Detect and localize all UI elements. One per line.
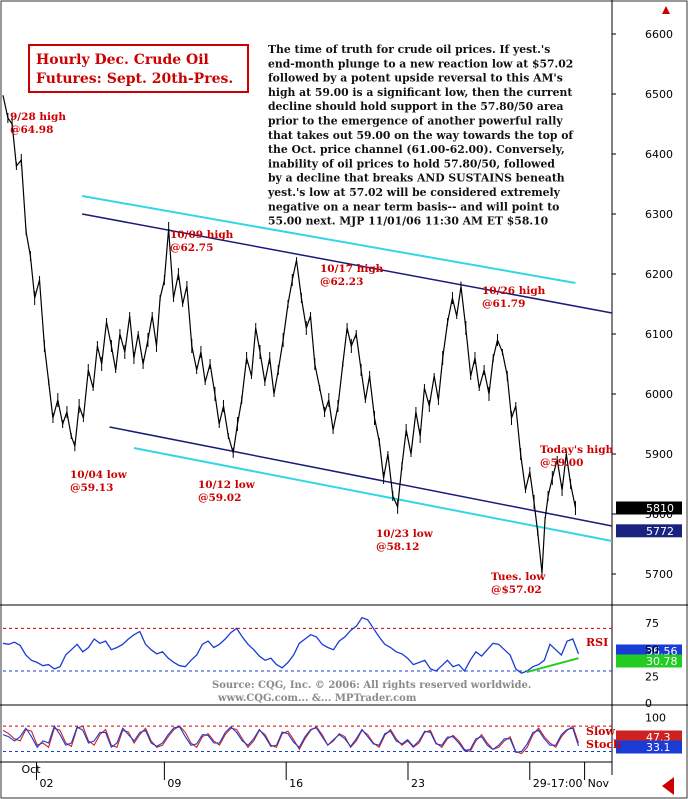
xtick-label: 16 (289, 777, 303, 790)
price-axis: 5700580059006000610062006300640065006600 (612, 28, 673, 581)
price-series (2, 95, 577, 579)
stoch-label-2: Stoch (586, 738, 621, 751)
commentary-line: yest.'s low at 57.02 will be considered … (267, 186, 561, 199)
commentary-line: decline should hold support in the 57.80… (268, 100, 563, 113)
annotation-value: @61.79 (482, 298, 525, 310)
channel-badge-bg (616, 524, 682, 538)
annotation-label: 10/26 high (482, 285, 546, 297)
rsi-panel: 0 25 50 75 RSI (2, 616, 659, 710)
source-url: www.CQG.com... &... MPTrader.com (217, 693, 417, 704)
commentary-line: 55.00 next. MJP 11/01/06 11:30 AM ET $58… (268, 215, 548, 228)
price-ytick-label: 6500 (645, 88, 673, 101)
rsi-trendline (526, 657, 579, 674)
rsi-badge-2: 30.78 (646, 655, 678, 668)
annotation-label: 10/17 high (320, 263, 384, 275)
price-ytick-label: 6300 (645, 208, 673, 221)
title-box (28, 44, 249, 93)
stoch-badge-2: 33.1 (646, 741, 671, 754)
commentary-line: end-month plunge to a new reaction low a… (268, 57, 573, 70)
annotation-label: 9/28 high (10, 111, 66, 123)
channel-badge: 5772 (646, 525, 674, 538)
xtick-label: 02 (39, 777, 53, 790)
price-line (2, 95, 577, 573)
commentary-line: followed by a potent upside reversal to … (268, 72, 563, 85)
commentary-line: high at 59.00 is a significant low, then… (268, 86, 572, 99)
annotation-value: @64.98 (10, 124, 53, 136)
annotation-label: 10/04 low (70, 469, 128, 481)
annotation-value: @62.75 (170, 242, 213, 254)
rsi-ytick-label: 25 (645, 670, 659, 683)
price-ytick-label: 6200 (645, 268, 673, 281)
stoch-ytick-label: 100 (645, 712, 666, 725)
commentary-line: the Oct. price channel (61.00-62.00). Co… (268, 143, 565, 156)
commentary-line: The time of truth for crude oil prices. … (268, 43, 550, 56)
price-badge: 5810 (646, 502, 674, 515)
commentary-line: that takes out 59.00 on the way towards … (268, 129, 574, 142)
price-ytick-label: 6100 (645, 328, 673, 341)
xtick-label: Nov (588, 777, 610, 790)
commentary-line: by a decline that breaks AND SUSTAINS be… (268, 172, 565, 185)
commentary-line: negative on a near term basis-- and will… (268, 200, 559, 213)
commentary-line: prior to the emergence of another powerf… (268, 115, 563, 128)
annotation-value: @59.00 (540, 457, 583, 469)
xtick-label: 29-17:00 (533, 777, 583, 790)
annotation-value: @$57.02 (491, 584, 542, 596)
rsi-ytick-label: 50 (645, 644, 659, 657)
rsi-label: RSI (586, 636, 608, 649)
annotation-value: @59.13 (70, 482, 113, 494)
xtick-label: 23 (411, 777, 425, 790)
stoch-badge-2-bg (616, 740, 682, 754)
annotation-label: 10/09 high (170, 229, 234, 241)
price-channel (81, 195, 613, 542)
price-ytick-label: 6000 (645, 388, 673, 401)
scroll-left-icon[interactable] (662, 777, 674, 795)
annotation-value: @62.23 (320, 276, 363, 288)
xtick-label: 09 (167, 777, 181, 790)
commentary-text: The time of truth for crude oil prices. … (267, 43, 574, 228)
stoch-line-slow (2, 725, 580, 755)
month-label: Oct (21, 763, 41, 776)
scroll-up-icon[interactable] (660, 2, 672, 16)
annotation-label: 10/23 low (376, 528, 434, 540)
rsi-ytick-label: 0 (645, 697, 652, 710)
channel-upper-dark (82, 213, 613, 314)
annotation-value: @59.02 (198, 492, 241, 504)
rsi-badge-2-bg (616, 654, 682, 668)
channel-lower-light (133, 447, 613, 542)
rsi-ytick-label: 75 (645, 617, 659, 630)
channel-upper-light (81, 195, 576, 284)
title-line-2: Futures: Sept. 20th-Pres. (36, 71, 233, 87)
price-ytick-label: 6400 (645, 148, 673, 161)
time-axis: 02 09 16 23 29-17:00 Nov Oct (21, 762, 610, 790)
price-badge-bg (616, 501, 682, 515)
stoch-badge-1-bg (616, 730, 682, 744)
price-ytick-label: 5700 (645, 568, 673, 581)
rsi-badge-1-bg (616, 644, 682, 658)
commentary-line: inability of oil prices to hold 57.80/50… (268, 157, 555, 170)
stoch-line-stoch (2, 724, 580, 754)
annotation-label: Today's high (540, 444, 614, 456)
price-ytick-label: 5900 (645, 448, 673, 461)
channel-lower-dark (109, 426, 613, 527)
rsi-line (2, 616, 580, 674)
title-line-1: Hourly Dec. Crude Oil (36, 52, 209, 68)
annotation-label: Tues. low (491, 571, 546, 583)
annotation-label: 10/12 low (198, 479, 256, 491)
price-annotations: 9/28 high@64.98 10/04 low@59.13 10/09 high… (10, 111, 614, 596)
price-ytick-label: 6600 (645, 28, 673, 41)
stoch-label-1: Slow (586, 725, 615, 738)
source-credit: Source: CQG, Inc. © 2006: All rights res… (212, 680, 531, 691)
annotation-value: @58.12 (376, 541, 419, 553)
